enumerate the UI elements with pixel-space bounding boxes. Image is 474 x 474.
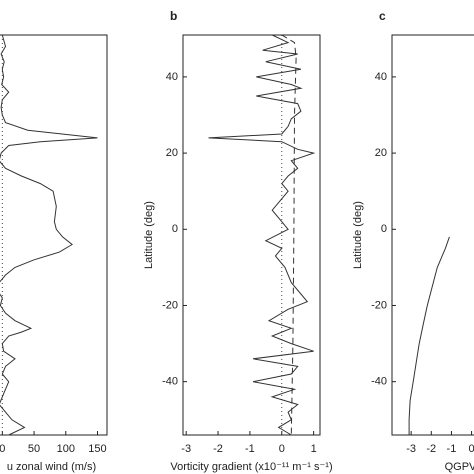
y-tick-label: -40 <box>371 376 387 388</box>
y-axis-label: Latitude (deg) <box>352 201 364 269</box>
x-tick-label: 0 <box>469 443 474 455</box>
y-tick-label: 20 <box>375 147 387 159</box>
y-tick-label: 20 <box>166 147 178 159</box>
plot-frame <box>391 34 474 436</box>
y-tick-label: -20 <box>162 299 178 311</box>
x-tick-label: 0 <box>0 443 5 455</box>
x-axis-label: Vorticity gradient (x10⁻¹¹ m⁻¹ s⁻¹) <box>170 461 332 473</box>
profile-line <box>208 34 316 436</box>
x-tick-label: -3 <box>181 443 191 455</box>
x-tick-label: -2 <box>213 443 223 455</box>
x-tick-label: -2 <box>426 443 436 455</box>
profile-line <box>0 34 98 436</box>
y-tick-label: -20 <box>371 299 387 311</box>
x-tick-label: 100 <box>57 443 75 455</box>
x-tick-label: 1 <box>311 443 317 455</box>
plot-frame <box>182 34 321 436</box>
x-tick-label: -1 <box>245 443 255 455</box>
y-tick-label: 40 <box>375 71 387 83</box>
panel-label: b <box>170 9 177 23</box>
y-tick-label: 40 <box>166 71 178 83</box>
x-tick-label: 0 <box>279 443 285 455</box>
y-tick-label: 0 <box>172 223 178 235</box>
y-axis-label: Latitude (deg) <box>143 201 155 269</box>
y-tick-label: 0 <box>381 223 387 235</box>
plot-frame <box>0 34 108 436</box>
x-tick-label: -1 <box>447 443 457 455</box>
profile-line <box>281 34 297 436</box>
x-axis-label: u zonal wind (m/s) <box>7 461 96 473</box>
x-tick-label: -3 <box>406 443 416 455</box>
profile-line <box>408 236 450 435</box>
y-tick-label: -40 <box>162 376 178 388</box>
x-tick-label: 150 <box>88 443 106 455</box>
panel-label: c <box>379 9 386 23</box>
x-axis-label: QGPV <box>445 461 474 473</box>
x-tick-label: 50 <box>28 443 40 455</box>
